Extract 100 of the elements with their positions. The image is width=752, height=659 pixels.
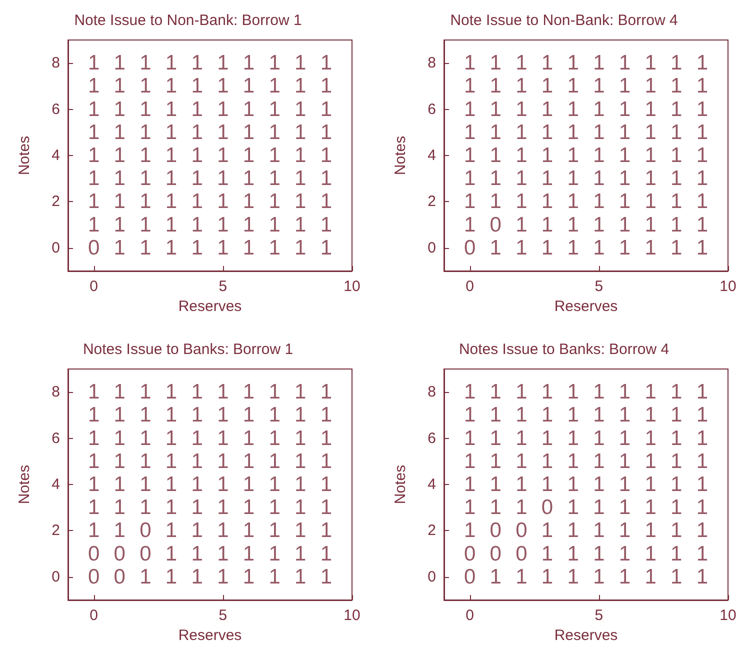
data-label: 1 (140, 380, 152, 404)
y-tick-label: 8 (428, 54, 436, 72)
data-label: 0 (516, 519, 528, 542)
data-label: 1 (567, 519, 579, 542)
data-label: 1 (294, 98, 306, 121)
data-label: 1 (516, 120, 528, 144)
y-tick-label: 6 (428, 430, 436, 447)
data-label: 1 (593, 565, 605, 588)
data-label: 1 (88, 120, 100, 144)
data-label: 0 (490, 213, 502, 236)
data-label: 1 (618, 236, 631, 260)
data-label: 1 (165, 450, 178, 473)
data-label: 1 (670, 380, 682, 404)
data-label: 1 (644, 496, 656, 520)
data-label: 1 (490, 426, 502, 450)
data-label: 1 (567, 496, 579, 520)
data-label: 1 (88, 380, 100, 404)
data-label: 1 (165, 542, 178, 566)
data-label: 1 (696, 496, 708, 520)
data-label: 1 (191, 542, 203, 566)
data-label: 1 (644, 565, 656, 588)
data-label: 1 (464, 120, 476, 144)
data-label: 1 (140, 473, 152, 496)
data-label: 1 (242, 426, 255, 450)
data-label: 0 (140, 519, 152, 542)
x-tick-label: 0 (90, 278, 98, 295)
data-label: 1 (541, 236, 554, 260)
data-label: 1 (242, 473, 255, 496)
y-tick-label: 2 (52, 193, 60, 210)
data-label: 1 (242, 542, 255, 566)
data-label: 1 (217, 404, 229, 427)
data-label: 1 (268, 213, 280, 236)
data-label: 1 (191, 473, 203, 496)
data-label: 1 (567, 473, 579, 496)
data-label: 1 (644, 190, 656, 214)
data-label: 1 (670, 74, 682, 98)
data-label: 1 (191, 565, 203, 588)
data-label: 1 (516, 496, 528, 520)
data-label: 1 (490, 450, 502, 473)
data-label: 1 (217, 190, 229, 214)
data-label: 1 (490, 190, 502, 214)
data-label: 1 (191, 404, 203, 427)
x-axis-title: Reserves (178, 298, 242, 315)
data-label: 1 (567, 190, 579, 214)
data-label: 1 (516, 213, 528, 236)
data-label: 1 (268, 120, 280, 144)
x-axis-title: Reserves (178, 626, 242, 644)
data-label: 1 (191, 519, 203, 542)
data-label: 1 (670, 120, 682, 144)
x-tick-label: 5 (594, 278, 604, 295)
data-label: 1 (242, 380, 255, 404)
data-label: 1 (516, 98, 528, 121)
data-label: 1 (140, 167, 152, 190)
data-label: 1 (114, 496, 126, 520)
data-label: 1 (88, 450, 100, 473)
y-axis-title: Notes (392, 464, 409, 504)
data-label: 1 (696, 450, 708, 473)
y-tick-label: 4 (428, 147, 436, 164)
data-label: 0 (516, 542, 528, 566)
data-label: 1 (593, 496, 605, 520)
data-label: 1 (217, 144, 229, 167)
data-label: 1 (644, 519, 656, 542)
data-label: 1 (268, 426, 280, 450)
data-label: 1 (320, 450, 332, 473)
data-label: 1 (320, 496, 332, 520)
data-label: 1 (644, 167, 656, 190)
data-label: 1 (165, 519, 178, 542)
data-label: 1 (320, 74, 332, 98)
data-label: 1 (242, 236, 255, 260)
data-label: 1 (140, 496, 152, 520)
data-label: 1 (165, 404, 178, 427)
chart-title: Note Issue to Non-Bank: Borrow 1 (74, 12, 302, 29)
data-label: 1 (593, 74, 605, 98)
data-label: 1 (567, 213, 579, 236)
data-label: 1 (140, 450, 152, 473)
y-tick-label: 8 (52, 384, 60, 401)
chart-title: Notes Issue to Banks: Borrow 4 (458, 341, 670, 358)
data-label: 1 (294, 74, 306, 98)
data-label: 1 (696, 120, 708, 144)
data-label: 1 (670, 213, 682, 236)
data-label: 1 (268, 542, 280, 566)
data-label: 1 (670, 565, 682, 588)
data-label: 1 (268, 236, 280, 260)
data-label: 0 (490, 519, 502, 542)
data-label: 1 (593, 426, 605, 450)
data-label: 1 (644, 542, 656, 566)
data-label: 1 (320, 236, 332, 260)
data-label: 1 (696, 190, 708, 214)
data-label: 1 (217, 450, 229, 473)
data-label: 1 (140, 404, 152, 427)
data-label: 1 (567, 542, 579, 566)
data-label: 1 (593, 380, 605, 404)
x-tick-label: 5 (218, 278, 228, 295)
data-label: 1 (191, 144, 203, 167)
data-label: 1 (670, 519, 682, 542)
data-label: 1 (490, 144, 502, 167)
data-label: 1 (242, 496, 255, 520)
x-tick-label: 10 (344, 278, 360, 295)
data-label: 1 (217, 496, 229, 520)
data-label: 1 (165, 98, 178, 121)
